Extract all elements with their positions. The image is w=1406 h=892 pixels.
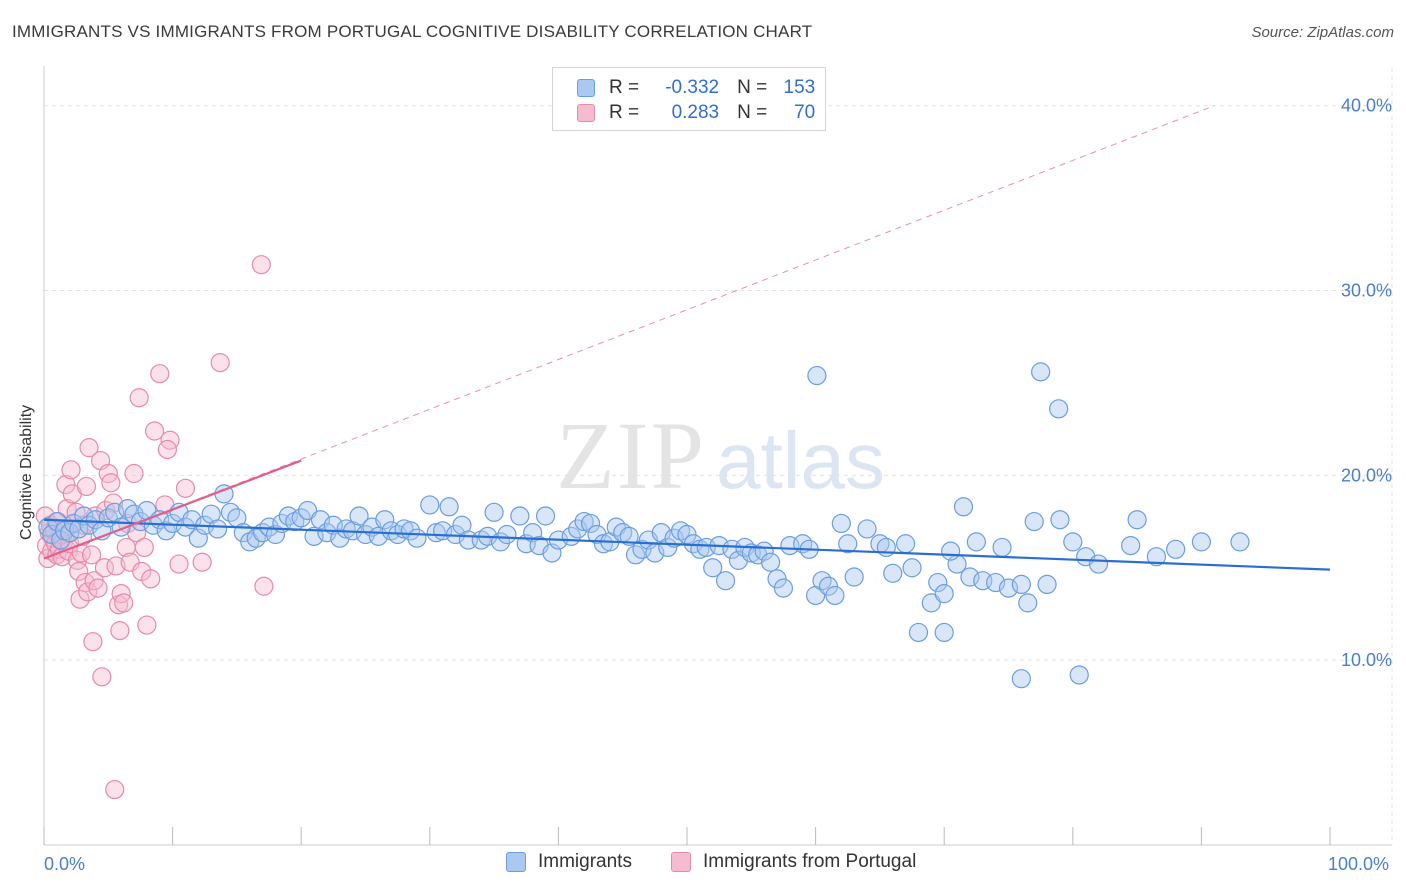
immigrants-point [993,538,1011,556]
immigrants-point [485,503,503,521]
immigrants-point [858,520,876,538]
legend-swatch-immigrants [577,79,595,97]
immigrants-point [903,559,921,577]
legend-r-value: 0.283 [639,102,719,124]
portugal-point [77,477,95,495]
immigrants-point [209,520,227,538]
immigrants-point [762,553,780,571]
legend-r-label: R = [609,77,639,99]
immigrants-point [942,542,960,560]
immigrants-point [408,529,426,547]
legend-swatch-immigrants [506,852,526,872]
immigrants-point [1032,363,1050,381]
y-tick-labels: 10.0% 20.0% 30.0% 40.0% [1341,96,1392,670]
immigrants-point [717,572,735,590]
portugal-point [135,538,153,556]
immigrants-point [954,498,972,516]
legend-swatch-portugal [671,852,691,872]
legend-label-portugal: Immigrants from Portugal [703,851,916,873]
legend-swatch-portugal [577,104,595,122]
immigrants-point [1128,511,1146,529]
portugal-point [89,579,107,597]
y-tick-label: 10.0% [1341,650,1392,670]
immigrants-point [897,535,915,553]
portugal-point [111,622,129,640]
legend-label-immigrants: Immigrants [538,851,632,873]
portugal-point [170,555,188,573]
portugal-point [115,594,133,612]
immigrants-point [1231,533,1249,551]
immigrants-point [909,623,927,641]
portugal-point [193,553,211,571]
portugal-point [84,633,102,651]
portugal-point [158,440,176,458]
immigrants-point [1019,594,1037,612]
immigrants-point [1050,400,1068,418]
scatter-chart: ZIP atlas 10.0%20.0%30.0%40.0% 0.0% 100.… [0,0,1406,892]
immigrants-point [1051,511,1069,529]
immigrants-point [1122,537,1140,555]
legend-n-value: 153 [767,77,815,99]
immigrants-point [537,507,555,525]
immigrants-point [884,564,902,582]
portugal-point [255,577,273,595]
immigrants-point [498,526,516,544]
y-tick-label: 30.0% [1341,281,1392,301]
portugal-point [138,616,156,634]
portugal-point [125,465,143,483]
portugal-point [142,570,160,588]
legend-item-portugal[interactable]: Immigrants from Portugal [671,851,916,873]
watermark-atlas: atlas [716,416,885,505]
portugal-point [106,781,124,799]
immigrants-point [1167,540,1185,558]
watermark-zip: ZIP [556,402,706,509]
portugal-point [102,474,120,492]
immigrants-point [1012,575,1030,593]
immigrants-point [421,496,439,514]
legend-r-label: R = [609,102,639,124]
watermark: ZIP atlas [556,402,885,509]
portugal-point [62,461,80,479]
legend-n-label: N = [737,102,767,124]
immigrants-point [845,568,863,586]
legend-row-immigrants: R = -0.332 N = 153 [577,77,815,99]
legend-row-portugal: R = 0.283 N = 70 [577,102,815,124]
legend-n-value: 70 [767,102,815,124]
immigrants-point [826,586,844,604]
stats-legend: R = -0.332 N = 153 R = 0.283 N = 70 [552,67,826,131]
immigrants-point [774,579,792,597]
immigrants-point [1090,555,1108,573]
immigrants-point [1192,533,1210,551]
portugal-point [93,668,111,686]
immigrants-point [440,498,458,516]
immigrants-point [808,367,826,385]
portugal-point [151,365,169,383]
immigrants-point [935,585,953,603]
portugal-point [176,479,194,497]
legend-n-label: N = [737,77,767,99]
y-tick-label: 40.0% [1341,96,1392,116]
immigrants-point [1064,533,1082,551]
immigrants-point [1012,670,1030,688]
immigrants-point [1038,575,1056,593]
y-tick-label: 20.0% [1341,465,1392,485]
legend-item-immigrants[interactable]: Immigrants [506,851,632,873]
immigrants-point [1070,666,1088,684]
portugal-point [252,256,270,274]
portugal-point [130,389,148,407]
immigrants-point [832,514,850,532]
immigrants-point [967,533,985,551]
immigrants-point [1025,513,1043,531]
immigrants-point [511,507,529,525]
portugal-point [211,354,229,372]
legend-r-value: -0.332 [639,77,719,99]
series-legend: Immigrants Immigrants from Portugal [0,851,1406,879]
immigrants-point [935,623,953,641]
